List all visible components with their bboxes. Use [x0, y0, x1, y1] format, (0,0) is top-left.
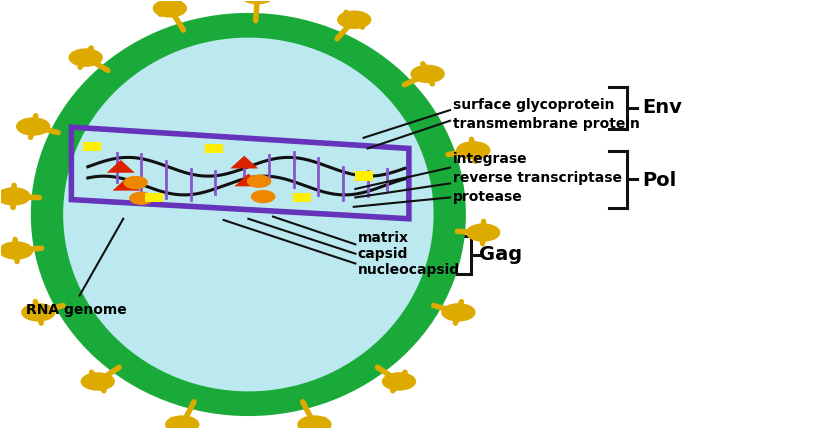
Bar	[205, 144, 223, 153]
Text: transmembrane protein: transmembrane protein	[453, 117, 639, 131]
Circle shape	[382, 373, 415, 390]
Text: surface glycoprotein: surface glycoprotein	[453, 97, 614, 112]
Text: protease: protease	[453, 190, 522, 204]
Circle shape	[442, 304, 475, 321]
Circle shape	[21, 304, 55, 321]
Text: Env: Env	[642, 98, 681, 118]
Circle shape	[154, 0, 187, 17]
Circle shape	[130, 192, 153, 204]
Circle shape	[248, 175, 271, 187]
Ellipse shape	[63, 38, 434, 391]
Text: capsid: capsid	[358, 247, 408, 261]
Circle shape	[69, 49, 102, 66]
Circle shape	[0, 242, 32, 259]
Text: RNA genome: RNA genome	[26, 303, 127, 317]
Polygon shape	[107, 160, 135, 173]
Circle shape	[241, 0, 274, 4]
Circle shape	[467, 224, 500, 241]
Polygon shape	[230, 156, 259, 169]
Circle shape	[298, 416, 331, 429]
Circle shape	[166, 416, 199, 429]
Polygon shape	[112, 178, 140, 190]
Circle shape	[252, 190, 275, 202]
Circle shape	[124, 177, 147, 188]
Text: matrix: matrix	[358, 231, 409, 245]
Circle shape	[0, 188, 30, 205]
Polygon shape	[235, 174, 263, 186]
Bar	[354, 172, 373, 181]
Circle shape	[338, 11, 371, 28]
Text: Pol: Pol	[642, 171, 676, 190]
Bar	[292, 193, 311, 202]
Circle shape	[411, 65, 444, 82]
Circle shape	[457, 142, 490, 159]
Bar	[83, 142, 101, 151]
Text: nucleocapsid: nucleocapsid	[358, 263, 460, 277]
Circle shape	[17, 118, 50, 135]
Ellipse shape	[39, 21, 458, 408]
Bar	[145, 193, 163, 202]
Text: Gag: Gag	[479, 245, 522, 265]
Text: reverse transcriptase: reverse transcriptase	[453, 171, 621, 185]
Text: integrase: integrase	[453, 152, 527, 166]
Circle shape	[81, 373, 114, 390]
